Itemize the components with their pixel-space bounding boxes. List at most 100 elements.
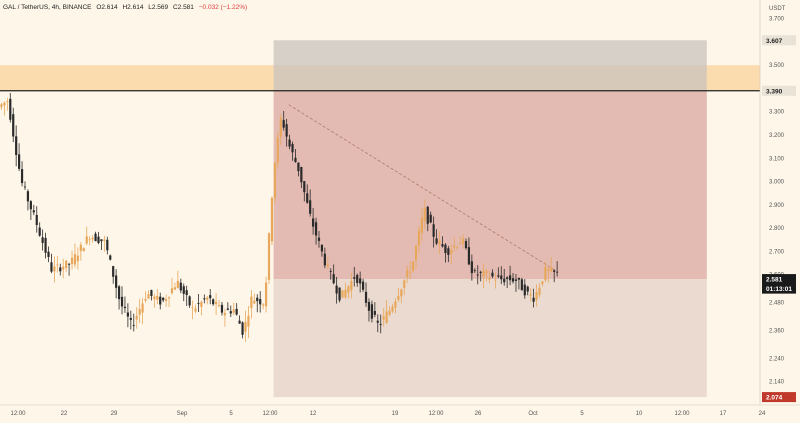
candle-body xyxy=(523,284,526,296)
x-tick-label: 5 xyxy=(580,411,584,417)
y-tick-label: 2.240 xyxy=(769,356,785,362)
low-value: L2.569 xyxy=(148,4,169,11)
candle-body xyxy=(259,299,262,305)
y-tick-label: 3.300 xyxy=(769,110,785,116)
candle-body xyxy=(247,315,250,327)
candle-body xyxy=(76,255,80,262)
candle-body xyxy=(109,255,112,260)
candle-body xyxy=(285,124,288,137)
candle-body xyxy=(229,311,232,314)
candle-body xyxy=(279,118,282,137)
candles xyxy=(0,93,559,342)
candle-body xyxy=(453,245,456,248)
candle-body xyxy=(132,324,135,326)
open-value: O2.614 xyxy=(96,4,118,11)
x-tick-label: 5 xyxy=(229,411,233,417)
candle-body xyxy=(508,275,512,281)
candle-body xyxy=(138,308,141,315)
candle-body xyxy=(100,239,103,242)
candle-body xyxy=(264,282,268,307)
candle-body xyxy=(473,270,476,272)
y-tick-label: 2.800 xyxy=(769,226,785,232)
currency-label: USDT xyxy=(769,6,786,12)
candle-body xyxy=(191,307,194,309)
candle-body xyxy=(82,248,85,252)
candle-body xyxy=(535,292,538,300)
x-tick-label: 26 xyxy=(475,411,482,417)
candle-body xyxy=(267,233,271,280)
candle-body xyxy=(300,167,303,183)
candle-body xyxy=(179,282,182,291)
candle-body xyxy=(115,275,118,288)
candle-body xyxy=(391,306,394,312)
price-tag-label: 3.607 xyxy=(766,38,783,45)
symbol-header: GAL / TetherUS, 4h, BINANCE O2.614 H2.61… xyxy=(3,4,250,11)
candle-body xyxy=(94,233,97,242)
candle-body xyxy=(312,218,315,227)
x-tick-label: 10 xyxy=(636,411,643,417)
candle-body xyxy=(456,247,459,248)
candle-body xyxy=(135,315,138,320)
x-tick-label: 24 xyxy=(759,411,766,417)
candle-body xyxy=(532,297,535,302)
candle-body xyxy=(544,266,547,281)
candle-body xyxy=(409,271,412,274)
candle-body xyxy=(203,298,206,300)
x-tick-label: 12 xyxy=(310,411,317,417)
candle-body xyxy=(511,278,515,282)
candle-body xyxy=(376,320,379,323)
candle-body xyxy=(150,290,153,297)
candle-body xyxy=(214,301,218,305)
candle-body xyxy=(297,162,300,172)
candle-body xyxy=(232,309,235,313)
candle-body xyxy=(529,294,532,296)
candle-body xyxy=(367,301,371,311)
candle-body xyxy=(476,274,479,276)
x-tick-label: Oct xyxy=(528,411,538,417)
candle-body xyxy=(250,296,253,308)
candle-body xyxy=(173,287,177,290)
candle-body xyxy=(288,139,291,147)
candle-body xyxy=(420,217,423,234)
candle-body xyxy=(62,266,65,270)
candle-body xyxy=(88,239,91,241)
candle-body xyxy=(212,299,215,305)
loss-box xyxy=(273,90,707,280)
candle-body xyxy=(517,277,521,280)
candle-body xyxy=(97,236,100,243)
candle-body xyxy=(382,316,385,320)
price-tag-bg xyxy=(762,283,796,294)
candle-body xyxy=(197,303,200,305)
candle-body xyxy=(26,191,30,202)
y-tick-label: 3.700 xyxy=(769,17,785,23)
candle-body xyxy=(435,238,438,244)
candle-body xyxy=(417,230,421,246)
candle-body xyxy=(403,280,406,288)
candle-body xyxy=(270,197,274,242)
candle-body xyxy=(556,271,559,273)
candle-body xyxy=(235,308,238,315)
x-tick-label: 12:00 xyxy=(262,411,278,417)
candle-body xyxy=(120,296,124,307)
candle-body xyxy=(123,306,127,309)
candle-body xyxy=(176,280,179,289)
candle-body xyxy=(361,281,365,290)
candle-body xyxy=(165,299,168,302)
candle-body xyxy=(353,277,356,279)
candle-body xyxy=(282,120,285,128)
candle-body xyxy=(356,274,359,283)
candle-body xyxy=(347,286,350,293)
candle-body xyxy=(9,98,12,120)
x-tick-label: 29 xyxy=(111,411,118,417)
y-tick-label: 3.000 xyxy=(769,180,785,186)
candle-body xyxy=(553,270,556,272)
candle-body xyxy=(20,169,24,184)
candle-body xyxy=(394,301,397,308)
candle-body xyxy=(397,296,400,300)
price-tag-label: 2.074 xyxy=(766,395,783,402)
candle-body xyxy=(370,304,374,319)
candle-body xyxy=(23,186,27,188)
candle-body xyxy=(541,281,544,285)
